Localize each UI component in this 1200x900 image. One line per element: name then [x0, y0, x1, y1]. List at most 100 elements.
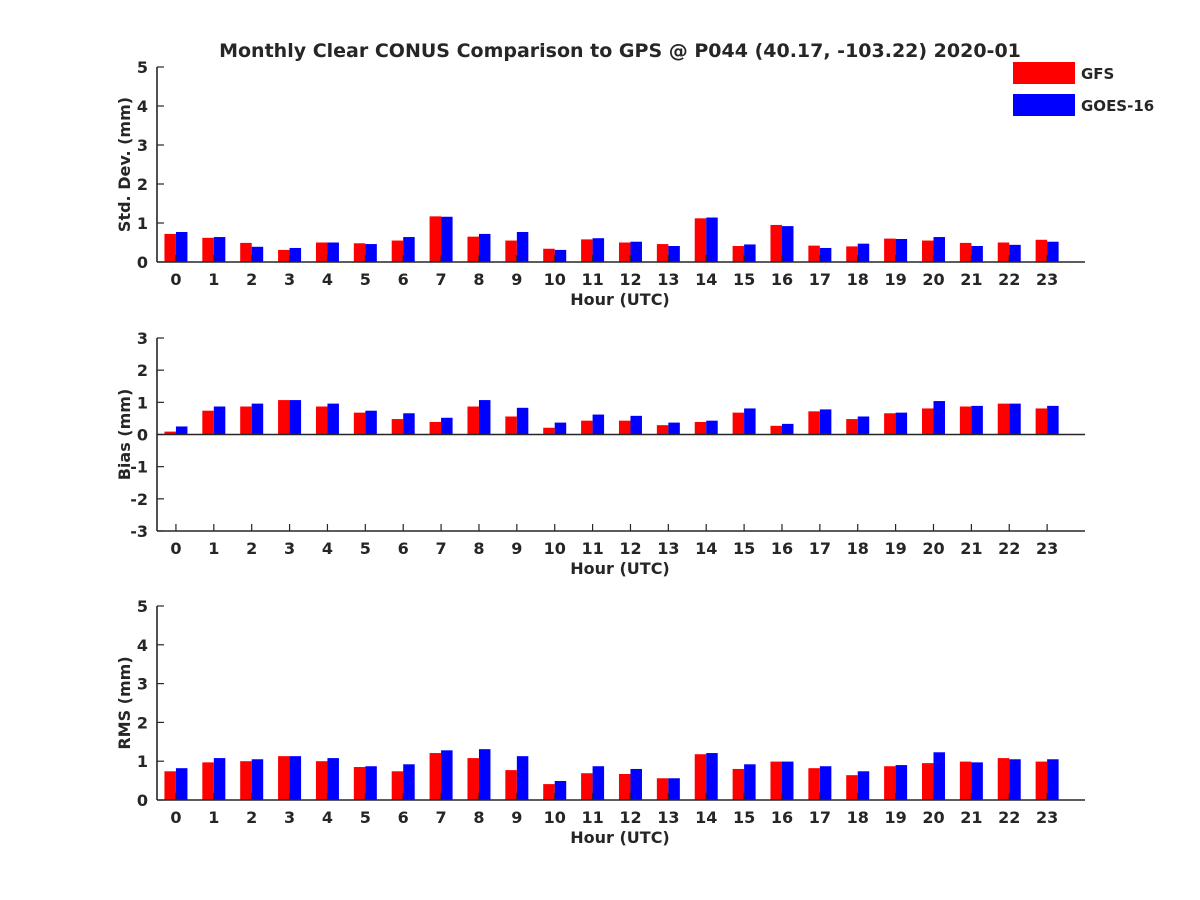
legend-label-goes16: GOES-16 — [1081, 97, 1154, 115]
x-tick-label: 9 — [511, 539, 522, 558]
y-tick-label: 0 — [137, 253, 148, 272]
bar-gfs-hour-18 — [846, 246, 858, 262]
x-tick-label: 10 — [544, 270, 566, 289]
bar-goes16-hour-9 — [516, 231, 529, 262]
bar-gfs-hour-21 — [959, 406, 972, 435]
x-tick-label: 18 — [847, 270, 869, 289]
bar-gfs-hour-13 — [656, 778, 669, 800]
bar-goes16-hour-16 — [781, 423, 794, 435]
bar-goes16-hour-18 — [857, 771, 870, 800]
bar-goes16-hour-18 — [857, 416, 870, 435]
bar-gfs-hour-4 — [315, 761, 328, 800]
x-tick-label: 17 — [809, 270, 831, 289]
y-tick-label: -2 — [130, 490, 148, 509]
x-tick-label: 1 — [208, 808, 219, 827]
bar-goes16-hour-12 — [630, 415, 642, 435]
bar-gfs-hour-23 — [1035, 761, 1048, 800]
x-tick-label: 7 — [436, 808, 447, 827]
bar-gfs-hour-5 — [353, 412, 366, 435]
bar-gfs-hour-6 — [391, 771, 404, 800]
bar-gfs-hour-17 — [808, 768, 820, 800]
bar-goes16-hour-2 — [251, 246, 264, 262]
x-tick-label: 9 — [511, 808, 522, 827]
bar-goes16-hour-12 — [630, 768, 642, 800]
x-tick-label: 8 — [473, 808, 484, 827]
x-tick-label: 18 — [847, 808, 869, 827]
bar-gfs-hour-17 — [808, 411, 820, 435]
bar-goes16-hour-8 — [478, 233, 491, 262]
x-tick-label: 5 — [360, 808, 371, 827]
x-tick-label: 2 — [246, 270, 257, 289]
x-tick-label: 20 — [922, 270, 944, 289]
bar-gfs-hour-9 — [505, 416, 517, 435]
bar-gfs-hour-10 — [543, 784, 555, 800]
x-tick-label: 8 — [473, 270, 484, 289]
y-tick-label: 0 — [137, 791, 148, 810]
bar-gfs-hour-3 — [278, 249, 290, 262]
bar-goes16-hour-15 — [744, 244, 756, 262]
x-tick-label: 10 — [544, 539, 566, 558]
bar-gfs-hour-23 — [1035, 408, 1048, 435]
bar-gfs-hour-13 — [656, 244, 669, 262]
bar-gfs-hour-14 — [694, 421, 707, 435]
x-tick-label: 20 — [922, 808, 944, 827]
bar-gfs-hour-8 — [467, 406, 479, 435]
x-tick-label: 11 — [581, 270, 603, 289]
bar-gfs-hour-3 — [278, 756, 290, 800]
bar-goes16-hour-1 — [213, 758, 226, 800]
x-tick-label: 13 — [657, 270, 679, 289]
x-axis-label: Hour (UTC) — [570, 290, 670, 309]
bar-gfs-hour-5 — [353, 243, 366, 262]
x-tick-label: 17 — [809, 539, 831, 558]
bar-gfs-hour-22 — [997, 242, 1010, 262]
x-axis-label: Hour (UTC) — [570, 559, 670, 578]
x-tick-label: 6 — [398, 808, 409, 827]
x-tick-label: 23 — [1036, 270, 1058, 289]
bar-goes16-hour-13 — [668, 246, 680, 262]
x-tick-label: 21 — [960, 808, 982, 827]
chart-title: Monthly Clear CONUS Comparison to GPS @ … — [219, 40, 1021, 62]
bar-goes16-hour-11 — [592, 766, 605, 800]
bar-gfs-hour-12 — [618, 242, 631, 262]
legend-swatch-goes16 — [1013, 94, 1075, 116]
x-tick-label: 2 — [246, 539, 257, 558]
bar-goes16-hour-14 — [706, 217, 718, 262]
bar-gfs-hour-17 — [808, 245, 820, 262]
x-tick-label: 10 — [544, 808, 566, 827]
bar-goes16-hour-0 — [175, 231, 188, 262]
bar-gfs-hour-15 — [732, 412, 745, 435]
bar-gfs-hour-2 — [240, 406, 252, 435]
bar-goes16-hour-19 — [895, 412, 908, 435]
x-tick-label: 12 — [619, 808, 641, 827]
x-tick-label: 23 — [1036, 808, 1058, 827]
x-tick-label: 4 — [322, 539, 333, 558]
bar-gfs-hour-19 — [884, 238, 896, 262]
bar-gfs-hour-14 — [694, 754, 707, 800]
bar-goes16-hour-23 — [1047, 241, 1059, 262]
bar-gfs-hour-16 — [770, 224, 782, 262]
y-tick-label: 4 — [137, 97, 148, 116]
bar-gfs-hour-1 — [202, 410, 214, 435]
x-tick-label: 22 — [998, 270, 1020, 289]
y-tick-label: 2 — [137, 361, 148, 380]
bar-goes16-hour-17 — [819, 766, 832, 800]
bar-gfs-hour-1 — [202, 762, 214, 800]
bar-goes16-hour-4 — [327, 242, 339, 262]
bar-gfs-hour-21 — [959, 761, 972, 800]
bar-gfs-hour-5 — [353, 767, 366, 800]
bar-goes16-hour-3 — [289, 247, 302, 262]
x-tick-label: 4 — [322, 808, 333, 827]
x-tick-label: 16 — [771, 270, 793, 289]
bar-gfs-hour-14 — [694, 218, 707, 262]
bar-gfs-hour-8 — [467, 758, 479, 800]
x-tick-label: 12 — [619, 539, 641, 558]
bar-goes16-hour-15 — [744, 408, 756, 435]
bar-goes16-hour-16 — [781, 226, 794, 262]
x-tick-label: 18 — [847, 539, 869, 558]
y-tick-label: 1 — [137, 752, 148, 771]
bar-gfs-hour-6 — [391, 240, 404, 262]
x-tick-label: 1 — [208, 270, 219, 289]
bar-goes16-hour-8 — [478, 400, 491, 435]
bar-goes16-hour-11 — [592, 414, 605, 435]
